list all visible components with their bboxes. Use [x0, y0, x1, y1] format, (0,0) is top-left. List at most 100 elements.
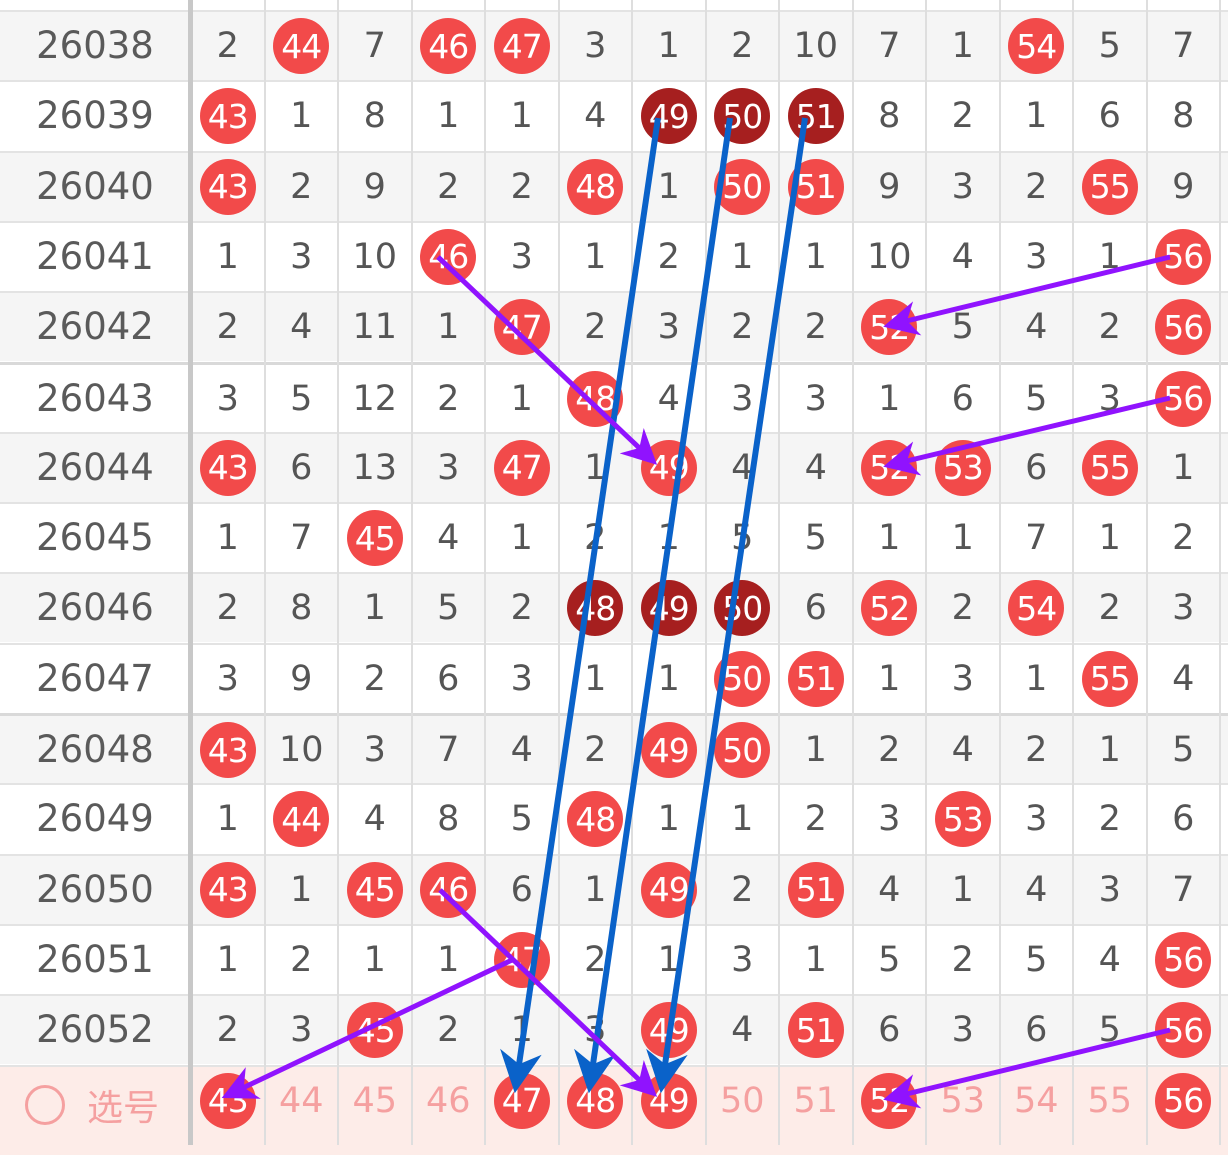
cell-50: 50	[706, 645, 780, 713]
cell-46: 1	[437, 96, 460, 137]
table-row: 26050431454661492514143757	[0, 853, 1228, 924]
cell-43: 43	[191, 856, 265, 924]
issue-number: 26039	[36, 94, 154, 138]
hit-number-ball[interactable]: 52	[861, 1072, 918, 1129]
cell-49: 3	[657, 307, 680, 348]
cell-53: 6	[951, 378, 974, 419]
consecutive-number-ball: 51	[787, 88, 844, 145]
cell-56: 2	[1172, 518, 1195, 559]
issue-number: 26041	[36, 234, 154, 278]
table-row: 26047 3 9 2 6 3 1 1 50 51 1 3 1 55 4	[0, 642, 1228, 713]
cell-43: 1	[216, 799, 239, 840]
hit-number-ball: 43	[199, 861, 256, 918]
cell-53[interactable]: 53	[940, 1080, 986, 1121]
cell-53: 1	[951, 26, 974, 66]
cell-56[interactable]: 56	[1147, 1067, 1221, 1135]
hit-number-ball[interactable]: 47	[493, 1072, 550, 1129]
cell-57	[1220, 12, 1228, 80]
cell-49: 1	[657, 518, 680, 559]
cell-54: 3	[1025, 799, 1048, 840]
cell-48: 4	[584, 96, 607, 137]
cell-57[interactable]	[1220, 1067, 1228, 1135]
column-divider	[631, 0, 633, 1145]
cell-51[interactable]: 51	[793, 1080, 839, 1121]
table-row: 26052 2 3 45 2 1 3 49 4 51 6 3 6 5 56	[0, 994, 1228, 1065]
cell-48: 1	[584, 869, 607, 910]
cell-54: 1	[1025, 96, 1048, 137]
cell-44: 2	[290, 939, 313, 980]
cell-53: 3	[951, 1010, 974, 1051]
cell-56: 56	[1147, 996, 1221, 1064]
cell-50: 50	[706, 153, 780, 221]
table-row: 26038 2 44 7 46 47 3 1 2 10 7 1 54 5 7	[0, 10, 1228, 80]
cell-56: 56	[1147, 926, 1221, 994]
cell-46: 7	[437, 730, 460, 770]
cell-47: 6	[510, 869, 533, 910]
hit-number-ball: 45	[346, 861, 403, 918]
cell-54: 4	[1025, 869, 1048, 910]
cell-47: 47	[485, 12, 559, 80]
cell-55: 4	[1098, 939, 1121, 980]
cell-57	[1220, 926, 1228, 994]
cell-57	[1220, 434, 1228, 502]
cell-50: 50	[706, 574, 780, 642]
issue-number: 26043	[36, 376, 154, 420]
cell-43[interactable]: 43	[191, 1067, 265, 1135]
consecutive-number-ball: 49	[640, 88, 697, 145]
hit-number-ball: 48	[567, 158, 624, 215]
cell-50[interactable]: 50	[719, 1080, 765, 1121]
cell-54: 3	[1025, 236, 1048, 277]
cell-49[interactable]: 49	[632, 1067, 706, 1135]
hit-number-ball: 43	[199, 439, 256, 496]
hit-number-ball: 49	[640, 1002, 697, 1059]
issue-number: 26047	[36, 656, 154, 700]
cell-55: 2	[1098, 588, 1121, 629]
cell-44: 3	[290, 1010, 313, 1051]
cell-47[interactable]: 47	[485, 1067, 559, 1135]
cell-53: 4	[951, 730, 974, 770]
cell-56: 1	[1172, 447, 1195, 488]
cell-48[interactable]: 48	[559, 1067, 633, 1135]
column-divider	[778, 0, 780, 1145]
column-divider	[925, 0, 927, 1145]
issue-number: 26045	[36, 516, 154, 560]
cell-52: 7	[878, 26, 901, 66]
cell-49: 49	[632, 716, 706, 784]
cell-55[interactable]: 55	[1087, 1080, 1133, 1121]
radio-circle-icon[interactable]	[25, 1084, 65, 1125]
cell-46[interactable]: 46	[425, 1080, 471, 1121]
cell-54: 2	[1025, 730, 1048, 770]
cell-55: 1	[1098, 518, 1121, 559]
cell-47: 1	[510, 518, 533, 559]
cell-45: 9	[363, 166, 386, 207]
hit-number-ball[interactable]: 48	[567, 1072, 624, 1129]
cell-54[interactable]: 54	[1013, 1080, 1059, 1121]
hit-number-ball[interactable]: 56	[1155, 1072, 1212, 1129]
cell-54: 2	[1025, 166, 1048, 207]
cell-52: 2	[878, 730, 901, 770]
cell-45: 11	[352, 307, 398, 348]
cell-55: 55	[1073, 434, 1147, 502]
cell-51: 2	[804, 307, 827, 348]
hit-number-ball: 51	[787, 650, 844, 707]
cell-51: 51	[779, 996, 853, 1064]
hit-number-ball: 54	[1008, 580, 1065, 637]
cell-44[interactable]: 44	[278, 1080, 324, 1121]
select-numbers-toggle[interactable]: 选号	[25, 1079, 159, 1131]
cell-55: 3	[1098, 869, 1121, 910]
hit-number-ball: 48	[567, 791, 624, 848]
column-divider	[557, 0, 560, 1145]
cell-56: 8	[1172, 96, 1195, 137]
cell-55: 1	[1098, 236, 1121, 277]
hit-number-ball: 47	[493, 439, 550, 496]
cell-45[interactable]: 45	[352, 1080, 398, 1121]
cell-49: 49	[632, 996, 706, 1064]
cell-51: 4	[804, 447, 827, 488]
cell-52[interactable]: 52	[853, 1067, 927, 1135]
hit-number-ball[interactable]: 49	[640, 1072, 697, 1129]
cell-55: 55	[1073, 153, 1147, 221]
cell-54: 5	[1025, 939, 1048, 980]
hit-number-ball[interactable]: 43	[199, 1072, 256, 1129]
hit-number-ball: 49	[640, 439, 697, 496]
issue-number: 26049	[36, 797, 154, 841]
